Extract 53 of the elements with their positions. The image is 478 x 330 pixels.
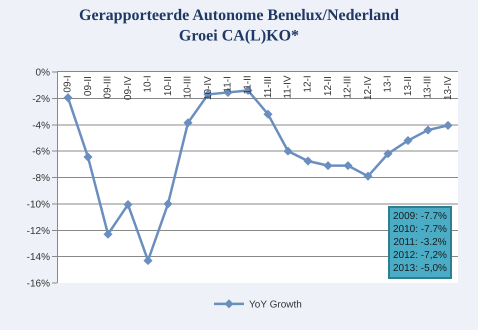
x-tick-label: 13-II [402,76,414,96]
x-tick-label: 11-III [262,76,274,98]
y-tick-label: -8% [32,173,50,184]
x-tick-label: 12-II [322,76,334,96]
point [123,200,133,210]
point [303,156,313,166]
point [443,120,453,130]
y-tick-label: -6% [32,146,50,158]
point [143,256,153,266]
x-tick-label: 09-I [62,75,74,93]
point [83,152,93,162]
x-tick-label: 13-III [422,76,434,99]
y-tick-label: -16% [26,278,50,290]
y-tick-label: -10% [26,199,50,210]
x-tick-label: 09-IV [122,76,134,100]
x-tick-label: 11-IV [282,75,294,99]
x-tick-label: 13-IV [442,76,454,100]
x-tick-label: 10-II [162,76,174,96]
x-tick-label: 10-IV [202,76,214,100]
x-tick-label: 13-I [382,75,394,93]
point [103,230,113,239]
point [403,136,413,146]
point [283,146,293,156]
point [63,93,73,102]
chart-title: Gerapporteerde Autonome Benelux/Nederland Groei CA(L)KO* [79,6,400,45]
point [343,161,353,170]
annotation: 2013: -5,0% [393,263,448,274]
y-tick-label: -4% [32,120,50,132]
point [163,199,173,208]
point [323,161,333,170]
point [363,172,373,181]
x-tick-label: 12-I [302,75,314,93]
annotation: 2009: -7.7% [393,211,448,222]
x-tick-label: 10-I [142,75,154,93]
x-tick-label: 12-IV [362,76,374,100]
x-tick-label: 12-III [342,76,354,99]
annotation: 2011: -3.2% [393,237,447,248]
y-tick-label: 0% [36,68,50,78]
point [423,125,433,135]
x-tick-label: 09-III [102,76,114,99]
annotation: 2010: -7.7% [393,224,448,235]
annotation: 2012: -7,2% [393,250,448,261]
x-tick-label: 11-II [242,75,254,95]
x-tick-label: 09-II [82,76,94,96]
legend-label: YoY Growth [249,300,302,311]
y-tick-label: -14% [26,252,50,264]
y-tick-label: -12% [26,226,50,237]
point [383,149,393,158]
point [183,118,193,128]
x-tick-label: 11-I [222,76,234,93]
x-tick-label: 10-III [182,76,194,99]
y-tick-label: -2% [32,94,50,105]
point [263,110,273,119]
